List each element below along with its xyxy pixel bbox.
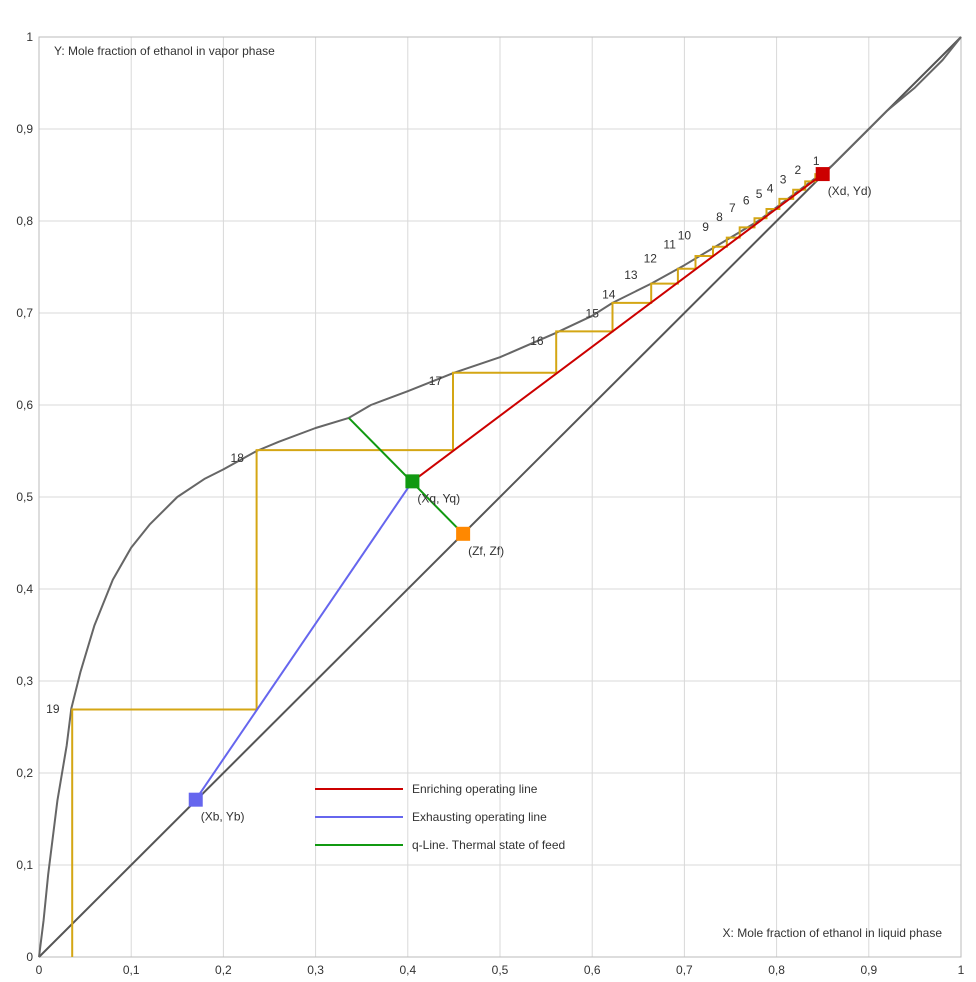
stage-label-2: 2 xyxy=(794,163,801,177)
y-tick-label: 0,6 xyxy=(16,398,33,412)
y-tick-label: 0,5 xyxy=(16,490,33,504)
x-tick-label: 0,6 xyxy=(584,963,601,977)
x-tick-label: 1 xyxy=(958,963,965,977)
stage-label-14: 14 xyxy=(602,287,616,301)
stage-label-11: 11 xyxy=(663,238,676,252)
stage-label-19: 19 xyxy=(46,702,60,716)
x-tick-label: 0,4 xyxy=(399,963,416,977)
legend-entry-1: Enriching operating line xyxy=(412,782,538,796)
x-tick-label: 0 xyxy=(36,963,43,977)
stage-label-13: 13 xyxy=(624,268,638,282)
stage-label-6: 6 xyxy=(743,193,750,207)
plot-frame xyxy=(38,36,962,958)
stage-label-7: 7 xyxy=(729,201,736,215)
point-xd-yd-label: (Xd, Yd) xyxy=(828,184,872,198)
y-tick-label: 0,8 xyxy=(16,214,33,228)
y-tick-label: 0,4 xyxy=(16,582,33,596)
stage-label-4: 4 xyxy=(767,181,774,195)
axis-ticks: 00 0,1 0,1 0,2 0,2 0,3 0,3 0,4 0,4 0,5 0,5 0,6 0,6 0,… xyxy=(16,30,964,977)
stage-label-5: 5 xyxy=(756,187,763,201)
y-tick-label: 0,7 xyxy=(16,306,33,320)
stage-label-12: 12 xyxy=(644,251,658,265)
legend-entry-2: Exhausting operating line xyxy=(412,810,547,824)
y-axis-label: Y: Mole fraction of ethanol in vapor pha… xyxy=(54,44,275,58)
stage-label-16: 16 xyxy=(530,334,544,348)
point-xb-yb-marker xyxy=(188,792,203,807)
stage-label-1: 1 xyxy=(813,154,820,168)
x-tick-label: 0,5 xyxy=(492,963,509,977)
point-xq-yq-marker xyxy=(405,474,420,489)
enriching-operating-line xyxy=(411,173,824,483)
legend-entry-3: q-Line. Thermal state of feed xyxy=(412,838,565,852)
y-tick-label: 0,9 xyxy=(16,122,33,136)
x-tick-label: 0,8 xyxy=(768,963,785,977)
y-tick-label: 0 xyxy=(26,950,33,964)
y-tick-label: 0,1 xyxy=(16,858,33,872)
stage-label-17: 17 xyxy=(429,374,443,388)
legend: Enriching operating line Exhausting opera… xyxy=(315,782,565,852)
key-points: (Xd, Yd) (Xq, Yq) (Zf, Zf) (Xb, Yb) xyxy=(188,167,872,824)
stage-label-18: 18 xyxy=(231,451,245,465)
y-tick-label: 0,2 xyxy=(16,766,33,780)
point-xb-yb-label: (Xb, Yb) xyxy=(201,810,245,824)
x-tick-label: 0,1 xyxy=(123,963,140,977)
y-tick-label: 0,3 xyxy=(16,674,33,688)
x-axis-label: X: Mole fraction of ethanol in liquid ph… xyxy=(723,926,943,940)
point-xq-yq-label: (Xq, Yq) xyxy=(417,491,460,505)
point-zf-zf-marker xyxy=(456,526,471,541)
point-zf-zf-label: (Zf, Zf) xyxy=(468,544,504,558)
x-tick-label: 0,7 xyxy=(676,963,693,977)
x-tick-label: 0,3 xyxy=(307,963,324,977)
x-tick-label: 0,2 xyxy=(215,963,232,977)
y-tick-label: 1 xyxy=(26,30,33,44)
stage-label-3: 3 xyxy=(780,172,787,186)
stage-label-9: 9 xyxy=(702,220,709,234)
stage-label-8: 8 xyxy=(716,210,723,224)
x-tick-label: 0,9 xyxy=(860,963,877,977)
stage-label-15: 15 xyxy=(586,307,600,321)
exhausting-operating-line xyxy=(194,480,414,801)
point-xd-yd-marker xyxy=(815,167,830,182)
stage-label-10: 10 xyxy=(678,228,692,242)
